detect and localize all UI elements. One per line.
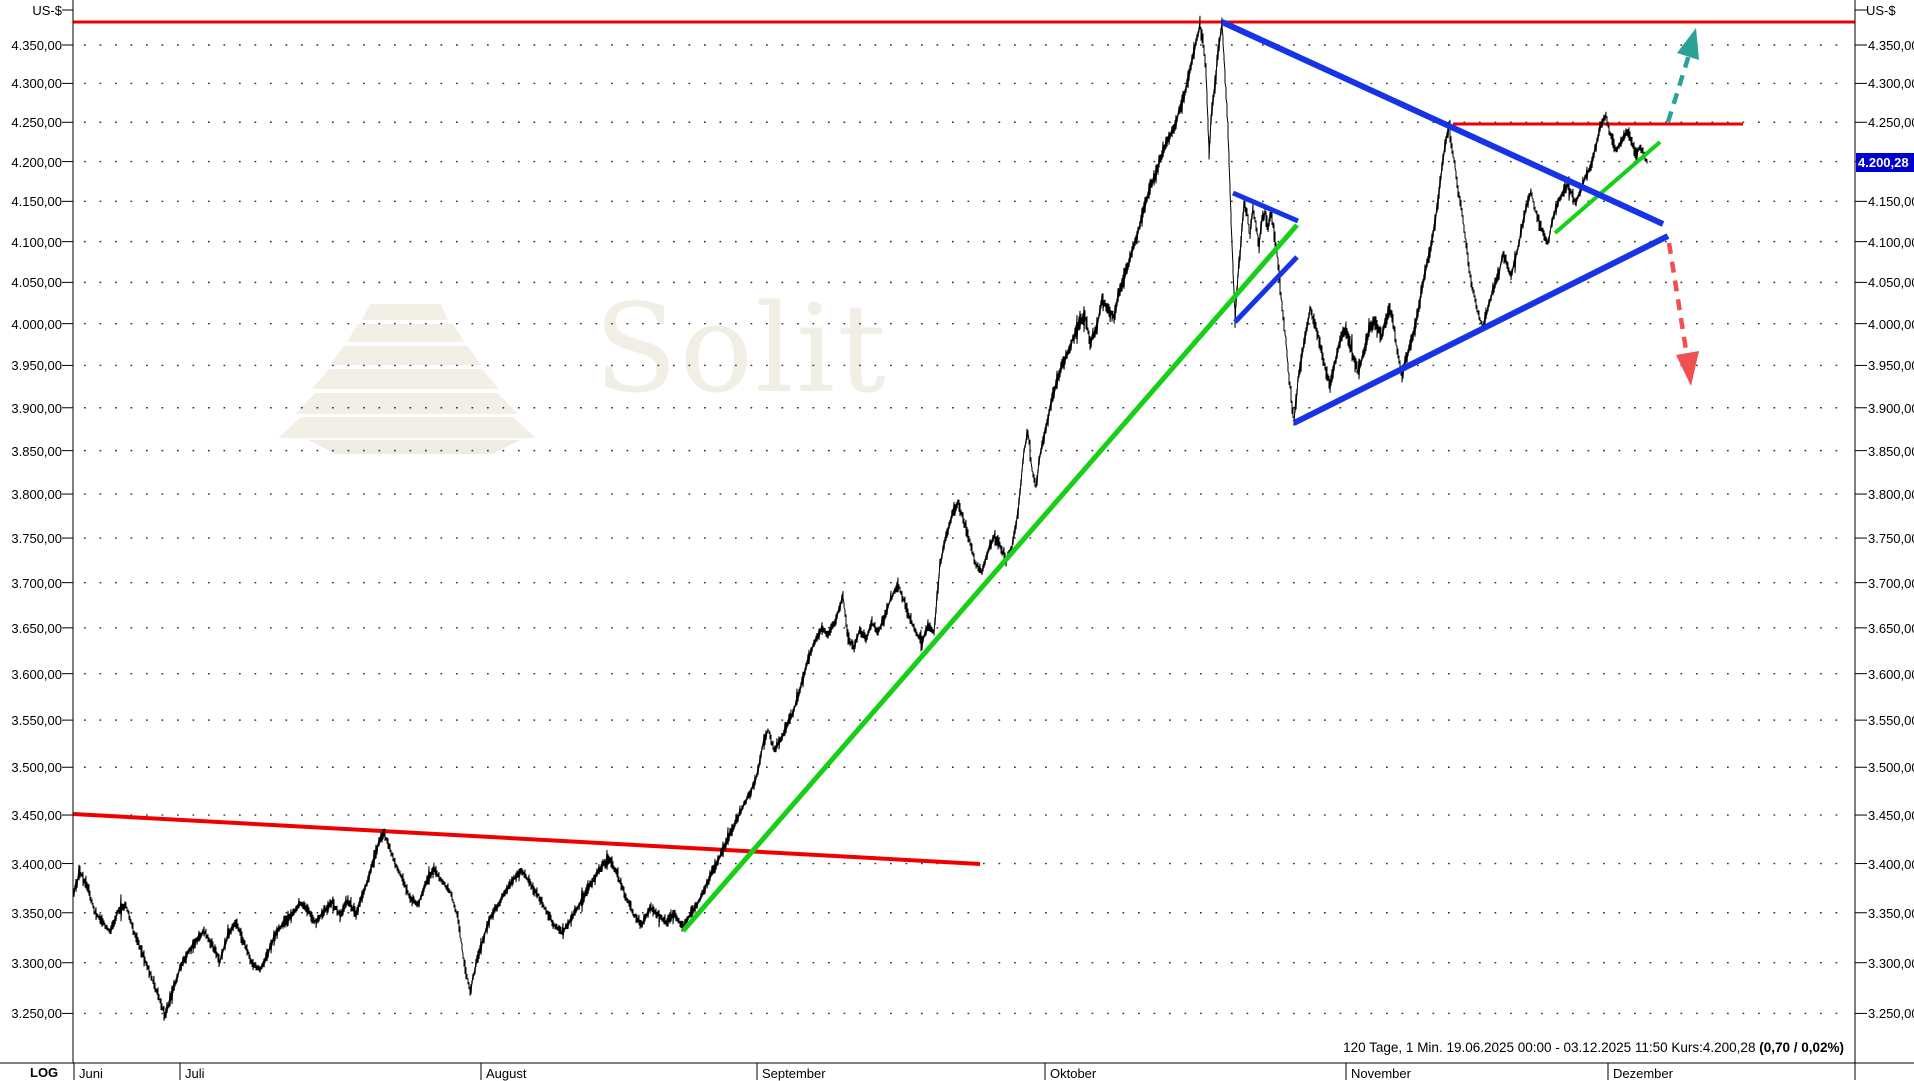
month-label-september: September — [762, 1066, 826, 1081]
currency-label-right: US-$ — [1866, 3, 1896, 18]
price-label-right: 3.650,00 — [1868, 620, 1914, 636]
price-label-right: 4.150,00 — [1868, 194, 1914, 210]
watermark-pyramid-tier — [295, 393, 518, 414]
price-line-series — [72, 15, 1648, 1021]
pennant-top-blue — [1232, 190, 1299, 224]
price-label-left: 3.250,00 — [11, 1006, 62, 1022]
price-label-left: 4.250,00 — [11, 115, 62, 131]
watermark-pyramid-tier — [330, 346, 481, 365]
scenario-up-arrow-head — [1677, 28, 1699, 60]
price-label-right: 4.300,00 — [1868, 76, 1914, 92]
watermark-pyramid-base — [308, 440, 520, 454]
price-label-left: 3.650,00 — [11, 620, 62, 636]
log-scale-label: LOG — [30, 1065, 59, 1080]
support-green-long — [681, 223, 1299, 933]
currency-label-left: US-$ — [32, 3, 62, 18]
status-period-text: 120 Tage, 1 Min. 19.06.2025 00:00 - 03.1… — [1343, 1040, 1760, 1055]
price-label-left: 3.900,00 — [11, 400, 62, 416]
scenario-down-arrow-head — [1676, 351, 1699, 386]
status-change-text: (0,70 / 0,02%) — [1759, 1040, 1844, 1055]
triangle-lower-blue — [1292, 233, 1670, 426]
price-label-right: 4.350,00 — [1868, 38, 1914, 53]
price-label-right: 3.300,00 — [1868, 955, 1914, 971]
price-label-left: 3.300,00 — [11, 955, 62, 971]
price-label-right: 3.450,00 — [1868, 808, 1914, 824]
price-label-right: 3.600,00 — [1868, 666, 1914, 682]
price-label-left: 3.750,00 — [11, 531, 62, 547]
price-label-left: 3.500,00 — [11, 760, 62, 776]
price-label-left: 3.700,00 — [11, 575, 62, 591]
price-label-right: 4.100,00 — [1868, 234, 1914, 250]
price-label-left: 3.400,00 — [11, 856, 62, 872]
price-label-right: 3.700,00 — [1868, 575, 1914, 591]
triangle-upper-blue — [1220, 19, 1665, 227]
month-label-november: November — [1351, 1066, 1411, 1081]
price-label-left: 4.100,00 — [11, 234, 62, 250]
price-label-left: 3.350,00 — [11, 905, 62, 921]
scenario-up-arrow — [1665, 54, 1692, 123]
price-label-right: 3.550,00 — [1868, 713, 1914, 729]
price-label-right: 3.400,00 — [1868, 856, 1914, 872]
watermark-pyramid-tier — [362, 304, 448, 320]
watermark-pyramid-tier — [312, 369, 499, 389]
watermark-text: Solit — [594, 278, 889, 420]
current-price-badge: 4.200,28 — [1856, 153, 1914, 172]
price-label-left: 3.800,00 — [11, 487, 62, 503]
pennant-bottom-blue — [1233, 255, 1299, 324]
price-label-right: 3.250,00 — [1868, 1006, 1914, 1022]
price-label-right: 3.500,00 — [1868, 760, 1914, 776]
month-label-august: August — [486, 1066, 527, 1081]
price-label-right: 4.050,00 — [1868, 275, 1914, 291]
month-label-oktober: Oktober — [1050, 1066, 1097, 1081]
price-label-right: 3.900,00 — [1868, 400, 1914, 416]
price-label-right: 3.800,00 — [1868, 487, 1914, 503]
scenario-down-arrow — [1666, 242, 1689, 351]
price-label-left: 3.450,00 — [11, 808, 62, 824]
price-label-left: 3.600,00 — [11, 666, 62, 682]
price-label-left: 4.000,00 — [11, 316, 62, 332]
price-label-left: 4.150,00 — [11, 194, 62, 210]
watermark-pyramid-tier — [347, 324, 464, 342]
price-label-left: 4.050,00 — [11, 275, 62, 291]
watermark-pyramid-tier — [278, 417, 536, 438]
price-label-left: 3.850,00 — [11, 443, 62, 459]
support-green-short — [1553, 140, 1662, 235]
price-label-right: 3.350,00 — [1868, 905, 1914, 921]
price-label-right: 4.250,00 — [1868, 115, 1914, 131]
price-label-left: 3.950,00 — [11, 358, 62, 374]
price-label-right: 3.850,00 — [1868, 443, 1914, 459]
price-label-right: 4.000,00 — [1868, 316, 1914, 332]
price-label-left: 4.200,00 — [11, 154, 62, 170]
price-label-left: 3.550,00 — [11, 713, 62, 729]
price-label-left: 4.300,00 — [11, 76, 62, 92]
month-label-juli: Juli — [185, 1066, 205, 1081]
price-label-right: 3.950,00 — [1868, 358, 1914, 374]
price-label-left: 4.350,00 — [11, 38, 62, 53]
status-bar: 120 Tage, 1 Min. 19.06.2025 00:00 - 03.1… — [1343, 1040, 1844, 1055]
price-label-right: 3.750,00 — [1868, 531, 1914, 547]
month-label-juni: Juni — [79, 1066, 103, 1081]
month-label-dezember: Dezember — [1613, 1066, 1673, 1081]
resistance-desc-red — [72, 812, 981, 866]
